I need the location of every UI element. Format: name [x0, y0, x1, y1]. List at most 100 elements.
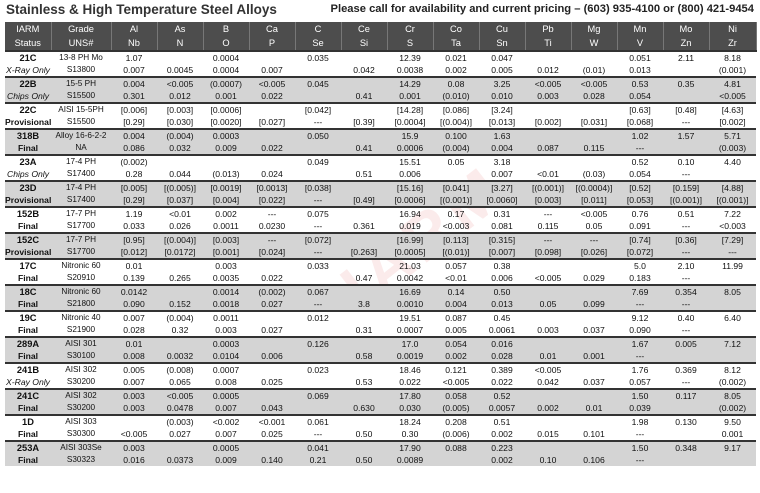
element-value: 0.037 — [583, 325, 605, 335]
element-value: <0.005 — [120, 429, 148, 439]
element-value: [0.086] — [433, 102, 479, 116]
element-value: 7.22 — [709, 206, 756, 220]
element-value: 3.8 — [341, 298, 387, 311]
uns-number: S15500 — [66, 117, 96, 126]
element-value: --- — [295, 194, 341, 207]
element-value: <0.001 — [249, 414, 295, 428]
status-label: Final — [5, 350, 51, 363]
element-value: 0.0004 — [212, 65, 240, 75]
element-value: 0.58 — [341, 350, 387, 363]
element-value: [7.29] — [709, 232, 756, 246]
element-value: [0.068] — [626, 117, 654, 127]
element-value: (0.0007) — [203, 76, 249, 90]
grade-name: Nitronic 60 — [51, 258, 111, 272]
element-value: 0.028 — [123, 325, 145, 335]
element-value: [0.022] — [249, 194, 295, 207]
element-value — [341, 50, 387, 64]
alloy-table: IARM Grade Al As B Ca C Ce Cr Co Cu Pb Mg Mn Mo Ni Stat… — [5, 22, 757, 466]
element-value: [(0.001)] — [663, 194, 709, 207]
uns-number: S13800 — [66, 65, 96, 74]
element-value — [525, 440, 571, 454]
element-value: 8.05 — [709, 284, 756, 298]
table-header: IARM Grade Al As B Ca C Ce Cr Co Cu Pb Mg Mn Mo Ni Stat… — [5, 22, 757, 51]
element-value: 0.006 — [249, 350, 295, 363]
element-value — [663, 454, 709, 466]
element-value: [0.113] — [433, 232, 479, 246]
element-value — [525, 258, 571, 272]
element-value: 0.087 — [525, 142, 571, 155]
element-value: 1.50 — [617, 388, 663, 402]
alloy-row: 21C 13-8 PH Mo 1.07 0.0004 0.035 12.39 0.021 0.… — [5, 50, 756, 64]
element-value: 4.40 — [709, 154, 756, 168]
element-value: 0.005 — [491, 65, 513, 75]
element-value: 0.45 — [479, 310, 525, 324]
element-value — [295, 324, 341, 337]
element-value: 0.354 — [663, 284, 709, 298]
element-value: 0.003 — [203, 258, 249, 272]
grade-name: 17-4 PH — [51, 180, 111, 194]
element-value: 0.10 — [525, 454, 571, 466]
element-value: 0.004 — [479, 142, 525, 155]
element-value — [709, 324, 756, 337]
element-value: 0.022 — [249, 142, 295, 155]
element-value: 0.007 — [123, 65, 145, 75]
element-value: (0.002) — [718, 377, 747, 387]
element-value: 6.40 — [709, 310, 756, 324]
element-value: 0.389 — [479, 362, 525, 376]
element-value: 0.139 — [123, 273, 145, 283]
element-value: [0.007] — [479, 246, 525, 259]
element-value: --- — [681, 169, 691, 179]
element-value: 1.19 — [111, 206, 157, 220]
element-value: [0.026] — [571, 246, 617, 259]
element-value: 3.18 — [479, 154, 525, 168]
element-value — [157, 336, 203, 350]
element-value: 0.117 — [663, 388, 709, 402]
element-value — [203, 154, 249, 168]
element-value: 0.027 — [169, 429, 191, 439]
alloy-row-secondary: Final S30300 <0.005 0.027 0.007 0.025 --- 0.50 0… — [5, 428, 756, 441]
element-value: 0.0032 — [157, 350, 203, 363]
alloy-row-secondary: Final S20910 0.139 0.265 0.0035 0.022 0.47 0.00… — [5, 272, 756, 285]
element-value: --- — [295, 298, 341, 311]
element-value: 0.208 — [433, 414, 479, 428]
element-value: 0.012 — [157, 90, 203, 103]
element-value: (0.008) — [157, 362, 203, 376]
element-value: 0.024 — [261, 169, 283, 179]
element-value: 0.012 — [537, 65, 559, 75]
element-value: 0.010 — [479, 90, 525, 103]
element-value: [(0.005)] — [157, 180, 203, 194]
element-value: 0.021 — [433, 50, 479, 64]
element-value: [0.0005] — [387, 246, 433, 259]
iarm-id: 22C — [5, 102, 51, 116]
element-value — [341, 232, 387, 246]
element-value: 0.051 — [617, 50, 663, 64]
element-value: 0.047 — [479, 50, 525, 64]
element-value: 0.005 — [445, 325, 467, 335]
element-value — [295, 376, 341, 389]
column-header: Pb — [525, 22, 572, 36]
grade-name: 17-7 PH — [51, 232, 111, 246]
element-value — [663, 428, 709, 441]
grade-name: AISI 303 — [51, 414, 111, 428]
element-value: 0.057 — [433, 258, 479, 272]
element-value: [0.012] — [111, 246, 157, 259]
element-value: 5.71 — [709, 128, 756, 142]
element-value: 0.042 — [537, 377, 559, 387]
element-value: --- — [313, 117, 323, 127]
column-header: Mo — [663, 22, 710, 36]
grade-name: Nitronic 60 — [51, 284, 111, 298]
status-label: Final — [17, 325, 39, 335]
element-value — [157, 50, 203, 64]
element-value: 0.002 — [479, 454, 525, 466]
element-value — [157, 440, 203, 454]
element-value — [295, 402, 341, 415]
element-value: --- — [313, 221, 323, 231]
uns-number: S15500 — [51, 90, 111, 103]
element-value: 0.001 — [571, 350, 617, 363]
element-value — [341, 440, 387, 454]
element-value: [0.0006] — [387, 194, 433, 207]
element-value: [0.95] — [111, 232, 157, 246]
element-value: 0.003 — [111, 440, 157, 454]
element-value: --- — [681, 377, 691, 387]
element-value: 0.016 — [111, 454, 157, 466]
